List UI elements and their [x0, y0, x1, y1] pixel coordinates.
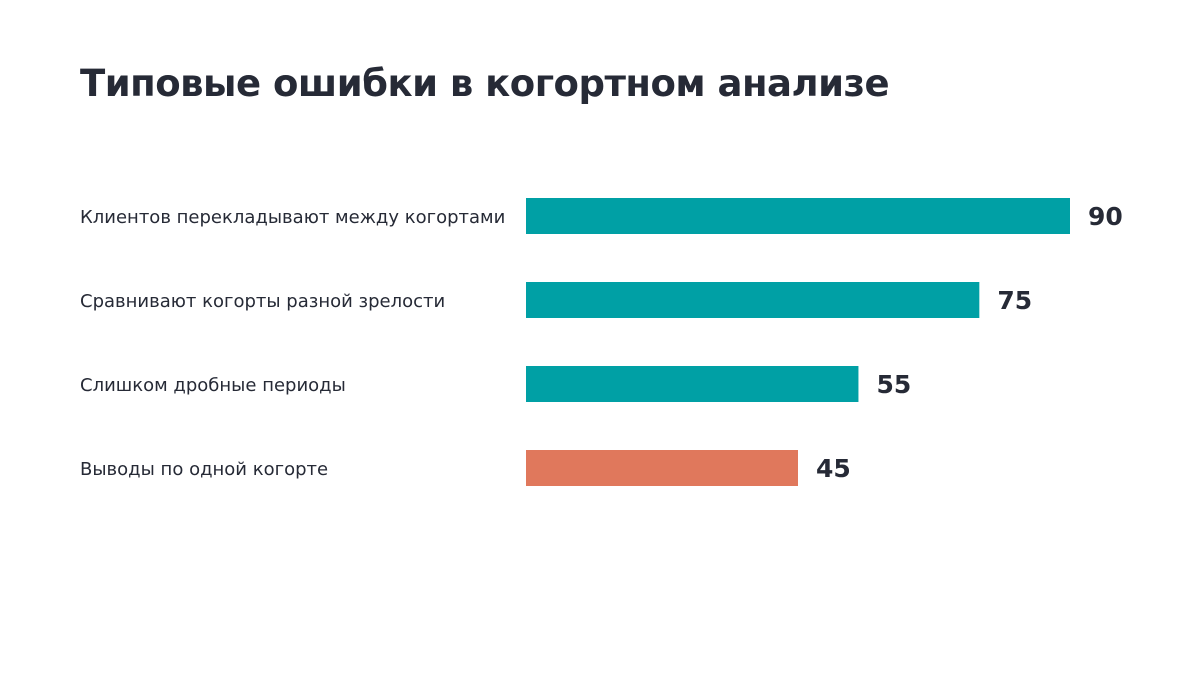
category-label: Сравнивают когорты разной зрелости — [80, 291, 445, 312]
value-label: 90 — [1088, 202, 1123, 231]
bar — [526, 198, 1070, 234]
chart-title: Типовые ошибки в когортном анализе — [80, 62, 890, 105]
bar — [526, 282, 980, 318]
value-label: 55 — [876, 370, 911, 399]
bar — [526, 366, 859, 402]
bar — [526, 450, 798, 486]
category-label: Слишком дробные периоды — [80, 375, 346, 396]
value-label: 75 — [997, 286, 1032, 315]
category-label: Выводы по одной когорте — [80, 459, 328, 480]
category-label: Клиентов перекладывают между когортами — [80, 207, 505, 228]
value-label: 45 — [816, 454, 851, 483]
